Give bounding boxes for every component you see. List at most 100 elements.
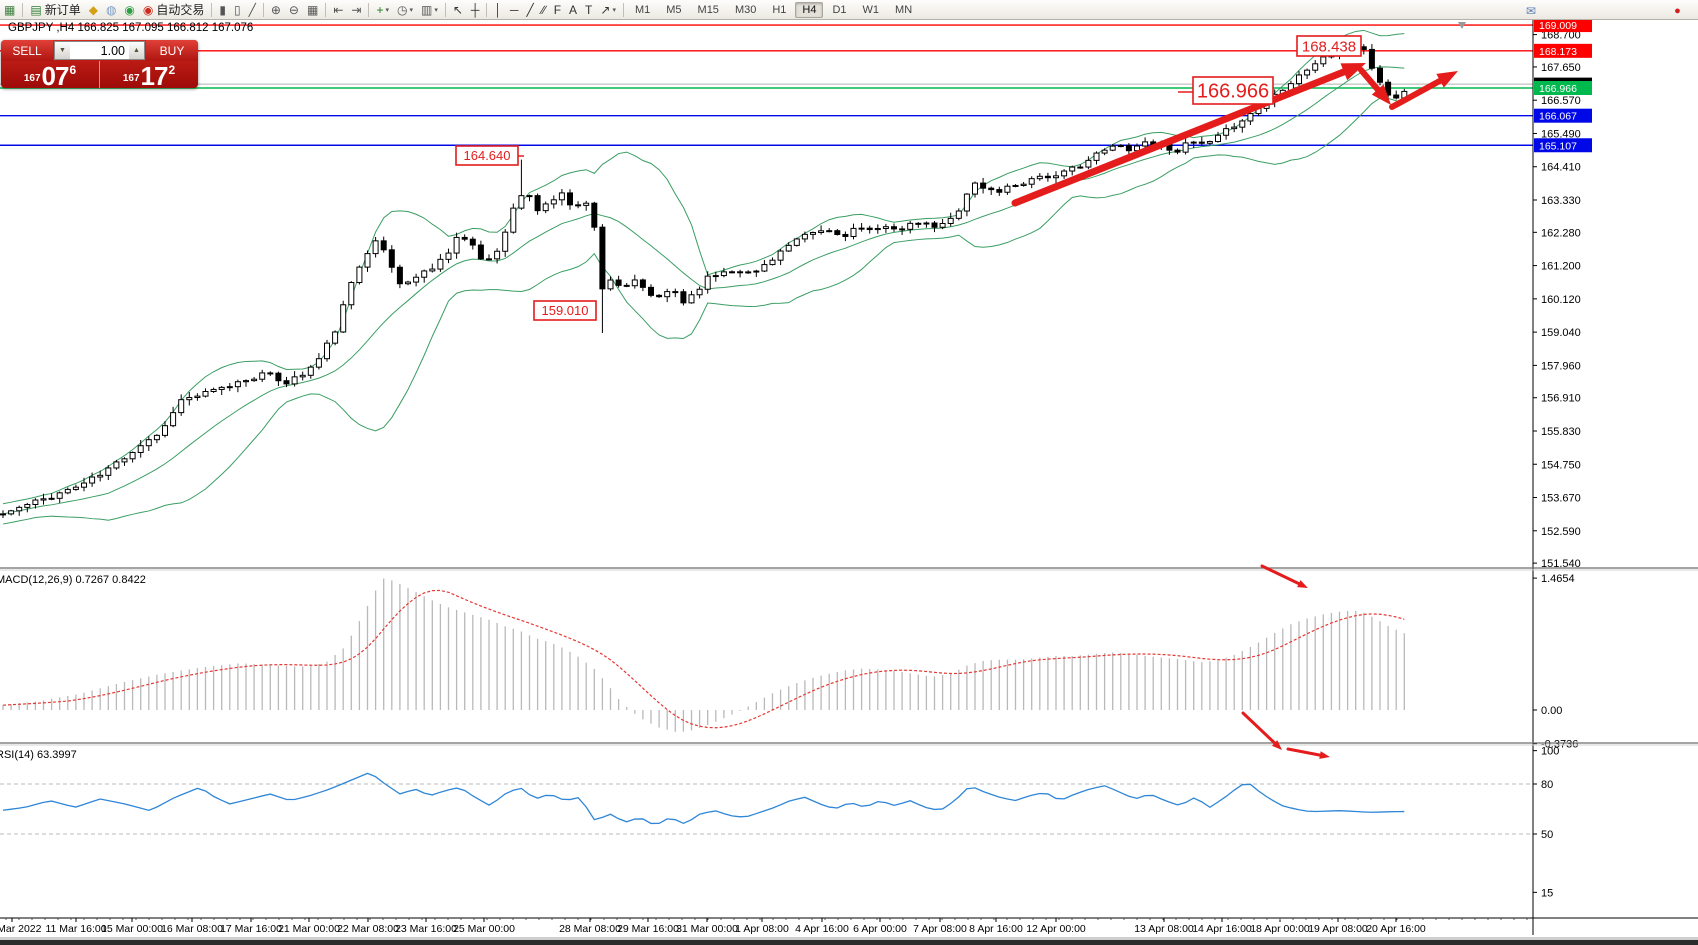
templates-icon[interactable]: ▥ ▾: [417, 0, 442, 20]
timeframe-W1[interactable]: W1: [862, 3, 880, 16]
zoom-out-icon[interactable]: ⊖: [285, 0, 303, 20]
trend-arrow-1[interactable]: [1011, 63, 1366, 207]
step-back-icon[interactable]: ⇤: [329, 0, 347, 20]
buy-price[interactable]: 167 17 2: [100, 61, 198, 88]
timeframe-M5[interactable]: M5: [666, 3, 682, 16]
tile-windows-icon[interactable]: ▦: [303, 0, 322, 20]
candle-body: [356, 266, 363, 284]
rsi-pane: [0, 772, 1533, 835]
price-axis: 168.700 167.650 166.570 165.490 164.410 163.3…: [1533, 18, 1592, 899]
taskbar-strip: [0, 940, 1698, 945]
price-tick-label: 152.590: [1541, 526, 1581, 538]
time-tick-label: 10 Mar 2022: [0, 923, 42, 935]
periods-icon[interactable]: ◷ ▾: [393, 0, 417, 20]
alert-icon[interactable]: ●: [1674, 5, 1681, 17]
market-watch-icon[interactable]: ◍: [102, 0, 120, 20]
timeframe-D1[interactable]: D1: [832, 3, 847, 16]
zoom-in-icon[interactable]: ⊕: [267, 0, 285, 20]
vertical-line-icon[interactable]: │: [490, 0, 506, 20]
bar-chart-icon[interactable]: ▮: [215, 0, 230, 20]
candle-body: [40, 498, 47, 501]
price-tick-label: 163.330: [1541, 195, 1581, 207]
rsi-arrow-1: [1241, 711, 1277, 745]
time-tick-label: 7 Apr 08:00: [913, 923, 967, 935]
text-icon[interactable]: A: [565, 0, 581, 20]
volume-increase-button[interactable]: ▲: [129, 42, 144, 59]
candle-chart-icon[interactable]: ▯: [230, 0, 245, 20]
candle-body: [1117, 145, 1124, 148]
price-badge-168.173: 168.173: [1534, 43, 1592, 58]
timeframe-H1[interactable]: H1: [772, 3, 787, 16]
toolbar-separator: [262, 2, 264, 17]
candle-body: [1053, 175, 1059, 179]
mail-icon[interactable]: ✉: [1526, 4, 1537, 18]
candle-body: [89, 476, 96, 484]
signals-icon[interactable]: ◉: [120, 0, 138, 20]
timeframe-M15[interactable]: M15: [697, 3, 719, 16]
price-badge-166.966: 166.966: [1534, 81, 1592, 95]
volume-decrease-button[interactable]: ▼: [55, 42, 70, 59]
history-center-icon[interactable]: ◆: [85, 0, 102, 20]
bollinger-bands: [2, 29, 1405, 525]
candle-body: [850, 227, 857, 237]
time-tick-label: 12 Apr 00:00: [1026, 923, 1086, 935]
timeframe-M30[interactable]: M30: [734, 3, 757, 16]
fibonacci-icon: F: [553, 2, 562, 17]
cursor-icon[interactable]: ↖: [449, 0, 467, 20]
price-tick-label: 165.490: [1541, 128, 1581, 140]
candle-body: [680, 291, 687, 304]
trendline-icon[interactable]: ╱: [522, 0, 537, 20]
step-forward-icon[interactable]: ⇥: [347, 0, 365, 20]
candle-body: [194, 395, 201, 399]
macd-down-arrow[interactable]: [1260, 564, 1308, 588]
candle-body: [437, 258, 444, 270]
candle-body: [1109, 145, 1116, 151]
timeframe-MN[interactable]: MN: [895, 3, 913, 16]
horizontal-line-icon[interactable]: ─: [506, 0, 523, 20]
new-chart-icon[interactable]: ▦: [0, 0, 19, 20]
line-chart-icon[interactable]: ╱: [245, 0, 260, 20]
candle-body: [421, 270, 428, 278]
crosshair-icon[interactable]: ┼: [467, 0, 484, 20]
buy-button[interactable]: BUY: [146, 40, 198, 61]
chart-shift-marker-icon[interactable]: [1458, 22, 1466, 29]
price-annotation-168.438[interactable]: 168.438: [1296, 35, 1362, 57]
rsi-arrow-2[interactable]: [1286, 747, 1330, 759]
new-order-button[interactable]: ▤ 新订单: [26, 0, 84, 20]
rsi-arrow-1[interactable]: [1241, 711, 1282, 750]
trend-arrow-2[interactable]: [1358, 67, 1391, 105]
candle-body: [810, 232, 816, 235]
indicators-icon[interactable]: + ▾: [372, 0, 393, 20]
trend-arrow-3[interactable]: [1389, 71, 1458, 110]
volume-input[interactable]: 1.00: [70, 42, 129, 59]
shapes-icon[interactable]: ↗ ▾: [596, 0, 620, 20]
candle-body: [1004, 185, 1011, 193]
price-tick-label: 155.830: [1541, 426, 1581, 438]
candle-body: [939, 222, 946, 228]
step-forward-icon: ⇥: [351, 2, 362, 17]
candle-body: [923, 222, 930, 225]
sell-button[interactable]: SELL: [1, 40, 53, 61]
channel-icon[interactable]: ∕∕: [538, 0, 550, 20]
fibonacci-icon[interactable]: F: [550, 0, 565, 20]
price-annotation-159.010[interactable]: 159.010: [533, 300, 597, 321]
chart-background[interactable]: [0, 20, 1698, 945]
crosshair-icon: ┼: [470, 2, 480, 17]
candle-body: [1044, 175, 1051, 179]
timeframe-H4[interactable]: H4: [795, 1, 824, 18]
label-icon[interactable]: T: [581, 0, 596, 20]
auto-trading-button[interactable]: ◉ 自动交易: [139, 0, 209, 20]
price-annotation-164.640[interactable]: 164.640: [455, 145, 524, 166]
candle-body: [777, 250, 784, 261]
price-annotation-166.966[interactable]: 166.966: [1178, 76, 1274, 105]
sell-price[interactable]: 167 07 6: [1, 61, 100, 88]
rsi-label: RSI(14) 63.3997: [0, 749, 77, 761]
candle-body: [461, 236, 468, 240]
toolbar-separator: [486, 2, 488, 17]
candle-body: [429, 268, 436, 272]
new-order-button: ▤: [30, 2, 42, 17]
time-tick-label: 4 Apr 16:00: [795, 923, 849, 935]
timeframe-M1[interactable]: M1: [634, 3, 651, 16]
